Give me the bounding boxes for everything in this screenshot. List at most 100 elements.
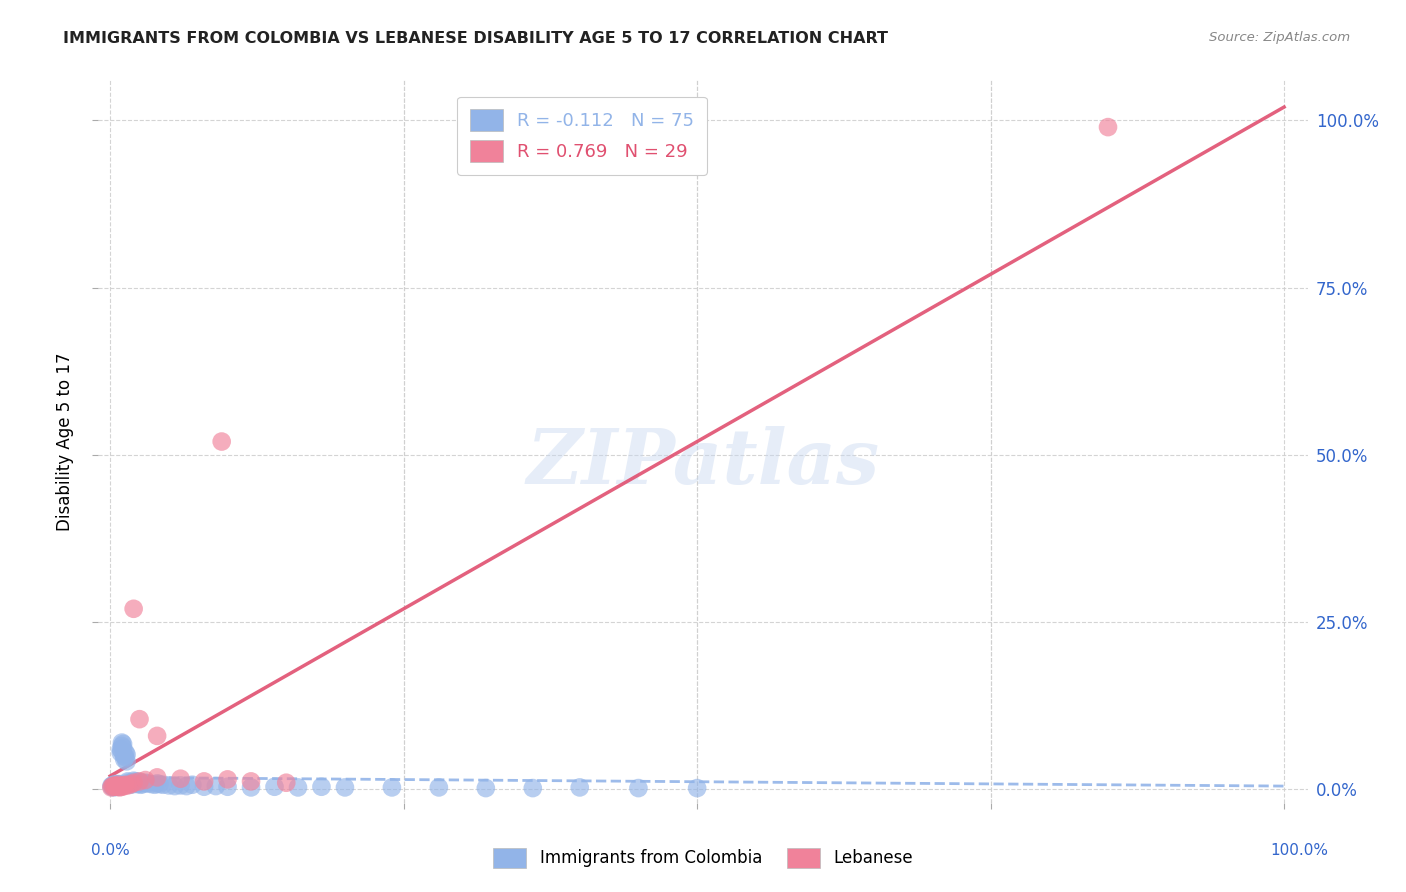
Point [129,778,152,792]
Point [134,776,156,790]
Point [105,777,128,791]
Point [333,780,356,795]
Point [117,778,139,793]
Point [193,774,215,789]
Point [111,735,134,749]
Point [104,780,127,794]
Text: ZIPatlas: ZIPatlas [526,426,880,500]
Point [101,780,124,794]
Point [122,773,145,788]
Point [100,779,122,793]
Point [110,746,132,760]
Point [107,779,129,793]
Point [204,779,226,793]
Point [103,780,125,794]
Point [117,776,139,790]
Point [240,780,263,795]
Point [105,778,128,792]
Point [427,780,450,795]
Point [112,779,135,793]
Point [193,780,215,794]
Point [115,755,138,769]
Point [117,774,139,789]
Point [112,740,135,755]
Point [120,778,142,792]
Point [176,779,198,793]
Point [276,776,298,790]
Point [110,742,132,756]
Point [111,780,134,794]
Point [103,778,125,792]
Point [131,776,153,790]
Point [121,775,143,789]
Point [163,779,186,793]
Point [107,778,129,792]
Point [475,781,498,796]
Point [107,780,129,794]
Point [217,780,239,794]
Point [128,775,150,789]
Point [105,780,128,794]
Point [114,746,136,760]
Point [104,779,127,793]
Point [311,780,333,794]
Point [108,777,131,791]
Point [103,780,125,795]
Point [125,774,148,789]
Point [115,747,138,762]
Point [112,752,135,766]
Point [141,777,163,791]
Point [568,780,591,795]
Point [103,779,125,793]
Point [627,781,650,796]
Text: 0.0%: 0.0% [91,843,131,858]
Point [120,776,142,790]
Point [110,779,132,793]
Legend: Immigrants from Colombia, Lebanese: Immigrants from Colombia, Lebanese [486,841,920,875]
Point [124,776,146,790]
Point [111,744,134,758]
Point [107,778,129,792]
Text: IMMIGRANTS FROM COLOMBIA VS LEBANESE DISABILITY AGE 5 TO 17 CORRELATION CHART: IMMIGRANTS FROM COLOMBIA VS LEBANESE DIS… [63,31,889,46]
Point [181,778,204,792]
Point [108,780,131,795]
Point [686,781,709,796]
Point [146,729,169,743]
Point [101,779,124,793]
Point [112,749,135,764]
Point [1097,120,1119,135]
Point [105,780,128,794]
Point [105,779,128,793]
Point [100,780,122,795]
Point [118,777,141,791]
Point [169,778,191,793]
Point [522,781,544,796]
Point [148,777,170,791]
Point [136,776,159,790]
Point [146,771,169,785]
Point [112,778,135,793]
Point [146,776,169,790]
Y-axis label: Disability Age 5 to 17: Disability Age 5 to 17 [56,352,75,531]
Legend: R = -0.112   N = 75, R = 0.769   N = 29: R = -0.112 N = 75, R = 0.769 N = 29 [457,96,707,175]
Point [143,778,166,792]
Text: 100.0%: 100.0% [1271,843,1329,858]
Point [114,778,136,792]
Point [120,777,142,791]
Point [217,772,239,787]
Point [114,750,136,764]
Point [122,602,145,616]
Point [105,778,128,793]
Point [101,778,124,793]
Point [152,778,174,792]
Point [240,774,263,789]
Point [105,779,128,793]
Point [287,780,309,795]
Point [134,772,156,788]
Text: Source: ZipAtlas.com: Source: ZipAtlas.com [1209,31,1350,45]
Point [105,778,128,793]
Point [111,739,134,753]
Point [104,778,127,793]
Point [132,777,155,791]
Point [381,780,404,795]
